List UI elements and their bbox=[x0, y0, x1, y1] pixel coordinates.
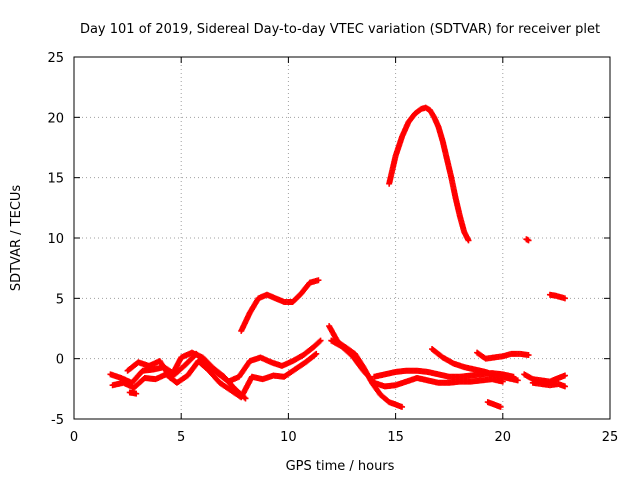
series-arc-mid-2 bbox=[328, 337, 506, 390]
series-arc-late-4 bbox=[523, 236, 532, 244]
data-point bbox=[561, 295, 568, 302]
y-tick-label: 25 bbox=[47, 51, 64, 66]
y-tick-label: 10 bbox=[47, 232, 64, 247]
grid-lines bbox=[74, 57, 610, 419]
series-arc-big bbox=[386, 104, 472, 244]
x-tick-label: 5 bbox=[177, 430, 185, 445]
data-point bbox=[399, 403, 406, 410]
series-arc-late-6 bbox=[529, 379, 568, 390]
y-tick-label: 0 bbox=[56, 353, 64, 368]
series-arc-mid-3 bbox=[371, 367, 517, 380]
y-axis-label: SDTVAR / TECUs bbox=[9, 185, 24, 292]
data-point bbox=[561, 372, 568, 379]
data-point bbox=[514, 377, 521, 384]
x-tick-label: 25 bbox=[602, 430, 619, 445]
x-axis-label: GPS time / hours bbox=[286, 459, 395, 474]
y-tick-label: -5 bbox=[51, 413, 64, 428]
series-arc-late-3 bbox=[484, 399, 504, 410]
plot-frame bbox=[73, 56, 611, 420]
data-point bbox=[316, 338, 323, 345]
series-arc-late-1 bbox=[429, 346, 521, 384]
series-arc-late-7 bbox=[546, 291, 568, 302]
x-tick-label: 15 bbox=[387, 430, 404, 445]
x-tick-label: 0 bbox=[70, 430, 78, 445]
series-arc-low-3 bbox=[124, 349, 249, 402]
x-tick-label: 10 bbox=[280, 430, 297, 445]
data-point bbox=[315, 277, 322, 284]
data-point bbox=[465, 237, 472, 244]
data-point bbox=[313, 350, 320, 357]
data-point bbox=[525, 352, 532, 359]
y-tick-label: 20 bbox=[47, 111, 64, 126]
axis-ticks: 0 5 10 15 20 25 -5 0 5 10 15 20 25 bbox=[47, 51, 618, 445]
data-point bbox=[133, 390, 140, 397]
series-arc-hump bbox=[238, 277, 322, 334]
data-point bbox=[317, 337, 324, 344]
x-tick-label: 20 bbox=[495, 430, 512, 445]
data-point bbox=[241, 394, 248, 401]
data-point bbox=[525, 237, 532, 244]
data-point bbox=[497, 403, 504, 410]
data-points bbox=[107, 104, 568, 410]
chart-title: Day 101 of 2019, Sidereal Day-to-day VTE… bbox=[80, 22, 600, 37]
data-point bbox=[561, 383, 568, 390]
y-tick-label: 15 bbox=[47, 172, 64, 187]
series-arc-low-4 bbox=[126, 389, 140, 397]
data-point bbox=[242, 395, 249, 402]
y-tick-label: 5 bbox=[56, 292, 64, 307]
data-point bbox=[312, 351, 319, 358]
series-arc-low-2 bbox=[109, 350, 320, 401]
series-arc-late-2 bbox=[474, 349, 532, 362]
